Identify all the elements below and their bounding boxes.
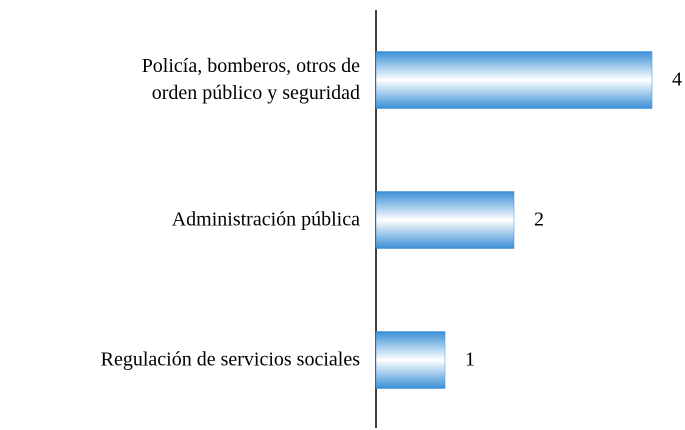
bar: [375, 331, 446, 389]
data-label: 2: [534, 208, 544, 231]
y-tick-label: Administración pública: [171, 208, 360, 231]
data-label: 1: [465, 348, 475, 371]
bar: [375, 191, 515, 249]
data-label: 4: [672, 68, 682, 91]
bar: [375, 51, 653, 109]
y-tick-label: Regulación de servicios sociales: [100, 348, 360, 371]
y-tick-label: Policía, bomberos, otros de orden públic…: [141, 55, 360, 104]
